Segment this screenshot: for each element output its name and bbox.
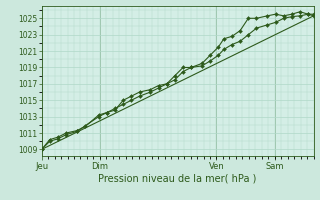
X-axis label: Pression niveau de la mer( hPa ): Pression niveau de la mer( hPa ) bbox=[99, 173, 257, 183]
